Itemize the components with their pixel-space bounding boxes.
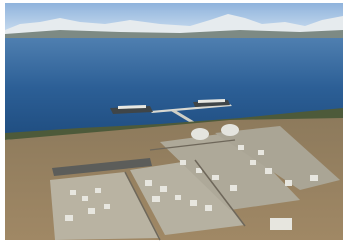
tank (191, 128, 209, 140)
scene (0, 0, 347, 244)
page (0, 0, 347, 244)
tank (221, 124, 239, 136)
